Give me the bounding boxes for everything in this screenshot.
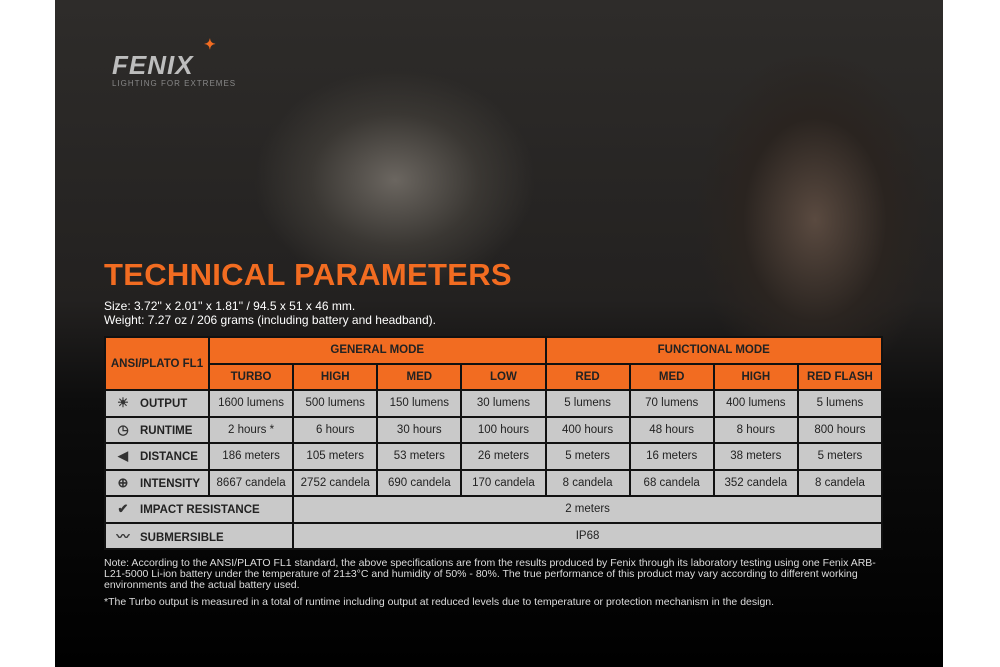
value-cell: 1600 lumens: [207, 389, 295, 418]
light-burst-icon: ☀: [117, 395, 129, 411]
value-cell: 53 meters: [376, 442, 463, 471]
row-label: RUNTIME: [140, 424, 193, 437]
corner-header: ANSI/PLATO FL1: [104, 336, 210, 391]
value-cell: 68 candela: [628, 468, 715, 497]
row-label-cell: ◷ RUNTIME: [104, 415, 210, 444]
value-cell: 500 lumens: [292, 389, 379, 418]
value-cell: 2752 candela: [292, 468, 379, 497]
value-cell: 400 lumens: [712, 389, 799, 418]
table-row: ☀ OUTPUT 1600 lumens 500 lumens 150 lumens 30…: [104, 389, 884, 418]
footnote-text: *The Turbo output is measured in a total…: [104, 596, 775, 608]
mode-header: RED FLASH: [796, 362, 884, 391]
impact-value: 2 meters: [292, 495, 883, 524]
row-label: SUBMERSIBLE: [140, 532, 224, 545]
submersible-icon: 〰: [116, 529, 130, 545]
group-header: GENERAL MODE: [208, 336, 547, 365]
row-label: IMPACT RESISTANCE: [140, 504, 260, 517]
row-label: DISTANCE: [140, 451, 198, 464]
parameters-table: ANSI/PLATO FL1 GENERAL MODE FUNCTIONAL M…: [103, 336, 884, 550]
group-header: FUNCTIONAL MODE: [544, 336, 883, 365]
impact-icon: ✔: [117, 501, 129, 517]
page-title: TECHNICAL PARAMETERS: [104, 257, 512, 292]
note-text: Note: According to the ANSI/PLATO FL1 st…: [104, 557, 876, 591]
value-cell: 150 lumens: [376, 389, 463, 418]
row-label: OUTPUT: [140, 398, 188, 411]
row-label-cell: ⊕ INTENSITY: [104, 468, 210, 497]
table-row: ◷ RUNTIME 2 hours * 6 hours 30 hours 100 hour…: [104, 415, 884, 444]
value-cell: 5 lumens: [544, 389, 631, 418]
value-cell: 5 lumens: [796, 389, 884, 418]
value-cell: 70 lumens: [628, 389, 715, 418]
mode-header: TURBO: [207, 362, 295, 391]
row-label-cell: ◀ DISTANCE: [104, 442, 210, 471]
mode-header: MED: [376, 362, 463, 391]
clock-icon: ◷: [117, 421, 129, 437]
row-label: INTENSITY: [140, 477, 201, 490]
value-cell: 5 meters: [796, 442, 884, 471]
table-row: 〰 SUBMERSIBLE IP68: [103, 521, 883, 550]
value-cell: 30 hours: [376, 415, 463, 444]
value-cell: 38 meters: [712, 442, 799, 471]
weight-spec: Weight: 7.27 oz / 206 grams (including b…: [104, 313, 436, 327]
value-cell: 8 hours: [712, 415, 799, 444]
value-cell: 690 candela: [376, 468, 463, 497]
value-cell: 8 candela: [544, 468, 631, 497]
value-cell: 186 meters: [207, 442, 295, 471]
value-cell: 5 meters: [544, 442, 631, 471]
value-cell: 100 hours: [460, 415, 547, 444]
size-spec: Size: 3.72'' x 2.01'' x 1.81'' / 94.5 x …: [104, 299, 356, 313]
table-row: ⊕ INTENSITY 8667 candela 2752 candela 690 ca…: [104, 468, 884, 497]
value-cell: 16 meters: [628, 442, 715, 471]
value-cell: 400 hours: [544, 415, 631, 444]
value-cell: 8 candela: [796, 468, 884, 497]
table-row: ◀ DISTANCE 186 meters 105 meters 53 meters 26…: [104, 442, 884, 471]
value-cell: 2 hours *: [207, 415, 295, 444]
value-cell: 800 hours: [796, 415, 884, 444]
row-label-cell: ☀ OUTPUT: [104, 389, 210, 418]
value-cell: 6 hours: [292, 415, 379, 444]
mode-header: HIGH: [712, 362, 799, 391]
fenix-logo: ✦ FENIX LIGHTING FOR EXTREMES: [112, 36, 237, 88]
beam-distance-icon: ◀: [118, 448, 128, 464]
value-cell: 30 lumens: [460, 389, 547, 418]
crosshair-icon: ⊕: [117, 474, 129, 490]
submersible-value: IP68: [292, 521, 883, 550]
value-cell: 48 hours: [628, 415, 715, 444]
value-cell: 352 candela: [712, 468, 799, 497]
star-icon: ✦: [204, 36, 217, 52]
value-cell: 170 candela: [460, 468, 547, 497]
value-cell: 26 meters: [460, 442, 547, 471]
mode-header: MED: [628, 362, 715, 391]
mode-header: RED: [544, 362, 631, 391]
value-cell: 105 meters: [292, 442, 379, 471]
table-row: ✔ IMPACT RESISTANCE 2 meters: [103, 495, 883, 524]
value-cell: 8667 candela: [207, 468, 295, 497]
background-photo: [55, 0, 943, 667]
mode-header: LOW: [460, 362, 547, 391]
mode-header: HIGH: [292, 362, 379, 391]
